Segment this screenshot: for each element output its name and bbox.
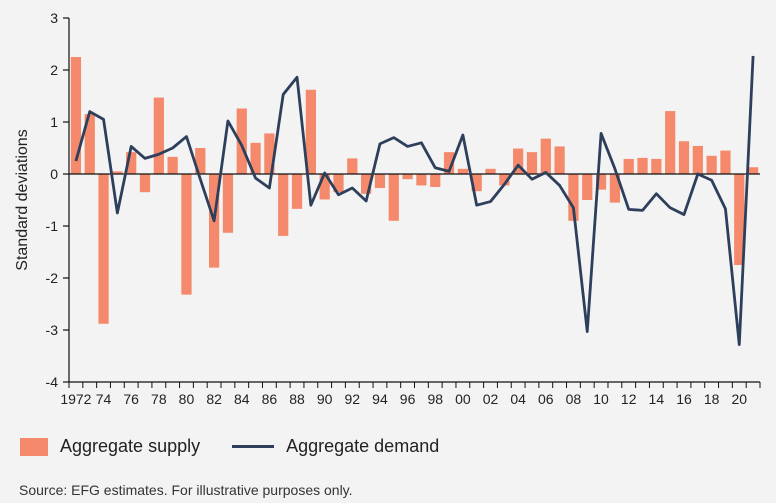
supply-bar-1976	[126, 152, 137, 174]
x-tick-label: 94	[372, 391, 388, 407]
supply-bar-1986	[264, 133, 275, 174]
x-tick-label: 74	[96, 391, 112, 407]
y-tick-label: 3	[50, 10, 58, 26]
legend-item-demand: Aggregate demand	[232, 436, 439, 457]
y-tick-label: 2	[50, 62, 58, 78]
supply-bar-1992	[347, 158, 358, 174]
supply-bar-1972	[70, 57, 82, 174]
x-tick-label: 00	[455, 391, 471, 407]
y-tick-label: -2	[46, 270, 59, 286]
y-tick-label: 0	[50, 166, 58, 182]
x-tick-label: 84	[234, 391, 250, 407]
supply-bar-1981	[195, 148, 206, 174]
supply-bar-1977	[139, 174, 151, 193]
x-tick-label: 90	[317, 391, 333, 407]
x-tick-label: 04	[510, 391, 526, 407]
supply-bar-2018	[706, 155, 717, 174]
x-tick-label: 82	[206, 391, 222, 407]
supply-bar-1988	[291, 174, 303, 209]
x-tick-label: 98	[427, 391, 443, 407]
supply-bar-1978	[153, 97, 164, 174]
x-tick-label: 18	[704, 391, 720, 407]
supply-bar-1974	[98, 174, 109, 324]
supply-bar-1991	[333, 174, 344, 193]
supply-bar-1995	[388, 174, 399, 221]
supply-bar-2019	[720, 150, 731, 174]
supply-bar-1979	[167, 156, 178, 174]
y-tick-label: 1	[50, 114, 58, 130]
x-tick-label: 80	[179, 391, 195, 407]
supply-bar-1996	[402, 174, 413, 180]
supply-bar-1993	[361, 174, 372, 194]
x-tick-label: 14	[649, 391, 665, 407]
supply-bar-2015	[665, 111, 676, 174]
x-tick-label: 78	[151, 391, 167, 407]
x-tick-label: 02	[483, 391, 499, 407]
y-tick-label: -1	[46, 218, 59, 234]
y-tick-label: -4	[46, 374, 59, 390]
y-axis-label: Standard deviations	[14, 129, 31, 270]
supply-bar-2001	[471, 174, 482, 192]
x-tick-label: 10	[593, 391, 609, 407]
x-ticks: 1972 74 76 78 80 82 84 86 88 90 92 94 96 98 00 02 04 06 08…	[60, 382, 761, 407]
source-note: Source: EFG estimates. For illustrative …	[19, 482, 353, 498]
legend-label-supply: Aggregate supply	[60, 436, 201, 456]
y-tick-label: -3	[46, 322, 59, 338]
legend-swatch-demand	[232, 445, 275, 448]
supply-bar-1980	[181, 174, 192, 295]
legend: Aggregate supply Aggregate demand	[20, 436, 471, 457]
x-tick-label: 92	[345, 391, 361, 407]
x-tick-label: 12	[621, 391, 637, 407]
supply-bar-1994	[374, 174, 386, 189]
supply-bar-1990	[319, 174, 330, 200]
legend-label-demand: Aggregate demand	[286, 436, 440, 456]
supply-bar-1985	[250, 142, 261, 174]
supply-bar-1997	[416, 174, 427, 186]
x-tick-label: 1972	[60, 391, 91, 407]
supply-bar-1999	[443, 152, 455, 174]
supply-bar-2000	[457, 168, 468, 174]
x-tick-label: 88	[289, 391, 305, 407]
supply-bars	[70, 57, 759, 324]
supply-bar-2004	[513, 148, 524, 174]
x-tick-label: 76	[123, 391, 139, 407]
supply-bar-2011	[609, 174, 621, 203]
x-tick-label: 06	[538, 391, 554, 407]
legend-swatch-supply	[20, 437, 48, 456]
x-tick-label: 16	[676, 391, 692, 407]
y-ticks: -4 -3 -2 -1 0 1 2 3	[46, 10, 69, 390]
supply-bar-2020	[734, 174, 745, 265]
supply-bar-2016	[678, 141, 690, 174]
supply-bar-1975	[112, 171, 123, 174]
supply-bar-1973	[84, 114, 95, 174]
supply-bar-2010	[595, 174, 607, 190]
legend-item-supply: Aggregate supply	[20, 436, 200, 457]
x-tick-label: 86	[262, 391, 278, 407]
supply-bar-2007	[554, 146, 565, 174]
x-tick-label: 96	[400, 391, 416, 407]
supply-bar-2006	[540, 138, 551, 174]
x-tick-label: 08	[566, 391, 582, 407]
x-tick-label: 20	[731, 391, 747, 407]
supply-bar-2012	[623, 158, 634, 174]
supply-bar-2009	[582, 174, 593, 200]
supply-bar-2002	[485, 168, 496, 174]
supply-bar-1989	[305, 89, 316, 174]
supply-bar-2013	[637, 157, 648, 174]
supply-bar-1983	[222, 174, 234, 233]
supply-bar-2021	[747, 167, 759, 174]
demand-line	[74, 55, 755, 346]
supply-bar-2008	[568, 174, 579, 221]
supply-bar-1998	[430, 174, 441, 187]
supply-bar-2014	[651, 158, 662, 174]
supply-bar-1987	[278, 174, 289, 236]
supply-bar-2017	[692, 145, 703, 174]
supply-bar-2005	[526, 152, 538, 174]
supply-bar-1984	[236, 108, 247, 174]
supply-bar-2003	[499, 174, 510, 186]
